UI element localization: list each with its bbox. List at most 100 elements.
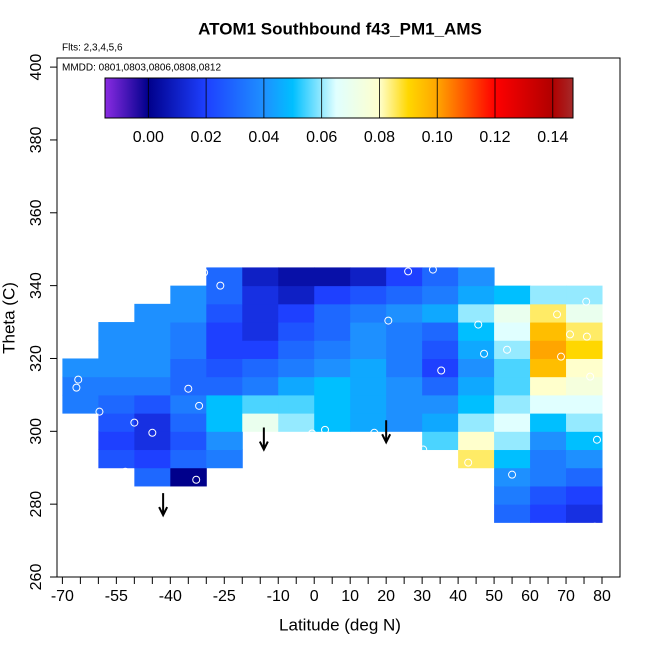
heat-cell	[530, 358, 567, 378]
heat-cell	[422, 358, 459, 378]
y-tick-label: 400	[28, 54, 45, 81]
sample-point	[195, 401, 204, 410]
heat-cell	[386, 322, 423, 341]
heat-cell	[350, 303, 387, 323]
sample-point	[370, 428, 379, 437]
heat-cell	[566, 285, 603, 305]
heat-cell	[566, 394, 603, 414]
heat-cell	[350, 322, 387, 341]
y-tick-label: 320	[28, 345, 45, 372]
heat-cell	[530, 485, 567, 505]
heat-cell	[134, 413, 171, 432]
sample-point	[200, 268, 209, 277]
x-tick-label: 60	[521, 588, 539, 605]
heat-cell	[494, 413, 531, 432]
heat-cell	[98, 358, 135, 378]
heat-cell	[206, 285, 243, 305]
heat-cell	[206, 340, 243, 359]
heat-cell	[314, 413, 351, 432]
heat-cell	[314, 358, 351, 378]
heat-cell	[170, 285, 207, 305]
sample-point	[592, 435, 601, 444]
y-tick-label: 280	[28, 491, 45, 518]
heat-cell	[458, 358, 495, 378]
x-tick-label: -25	[213, 588, 236, 605]
heat-cell	[242, 267, 279, 287]
heat-cell	[530, 413, 567, 432]
sample-point	[437, 366, 446, 375]
x-tick-label: 40	[449, 588, 467, 605]
colorbar-tick-label: 0.08	[364, 129, 395, 146]
heat-cell	[494, 303, 531, 323]
arrow	[381, 420, 392, 445]
heat-cell	[98, 431, 135, 451]
sample-point	[130, 418, 139, 427]
sample-point	[508, 470, 517, 479]
x-tick-label: -40	[159, 588, 182, 605]
heat-cell	[278, 340, 315, 359]
heat-cell	[494, 394, 531, 414]
heat-cell	[386, 394, 423, 414]
heat-cell	[62, 358, 99, 378]
heat-cell	[422, 394, 459, 414]
heat-cell	[350, 394, 387, 414]
sample-point	[308, 429, 317, 438]
annotation: MMDD: 0801,0803,0806,0808,0812	[62, 63, 221, 74]
heat-cell	[458, 322, 495, 341]
x-tick-label: 0	[310, 588, 319, 605]
heat-cell	[206, 394, 243, 414]
heat-cell	[170, 413, 207, 432]
heat-cell	[278, 376, 315, 396]
heat-cell	[242, 376, 279, 396]
heat-cell	[314, 376, 351, 396]
heat-cell	[386, 340, 423, 359]
sample-point	[428, 265, 437, 274]
heat-cell	[242, 285, 279, 305]
heat-cell	[350, 376, 387, 396]
heat-cell	[494, 322, 531, 341]
heat-cell	[494, 285, 531, 305]
sample-point	[557, 352, 566, 361]
colorbar-tick-label: 0.06	[306, 129, 337, 146]
heat-cell	[458, 431, 495, 451]
heat-cell	[242, 322, 279, 341]
x-tick-label: 80	[593, 588, 611, 605]
heat-cell	[278, 267, 315, 287]
heat-cell	[278, 358, 315, 378]
heat-cell	[530, 504, 567, 523]
heat-cell	[422, 413, 459, 432]
heat-cell	[386, 267, 423, 287]
x-axis-label: Latitude (deg N)	[279, 615, 401, 634]
y-tick-label: 340	[28, 272, 45, 299]
heat-cell	[350, 285, 387, 305]
x-tick-label: 10	[341, 588, 359, 605]
heat-cell	[494, 467, 531, 487]
heat-cell	[98, 322, 135, 341]
heat-cell	[386, 376, 423, 396]
heat-cell	[170, 376, 207, 396]
sample-point	[216, 281, 225, 290]
heat-cell	[494, 431, 531, 451]
colorbar-tick-label: 0.12	[479, 129, 510, 146]
sample-point	[464, 458, 473, 467]
heat-cell	[206, 413, 243, 432]
heat-cell	[422, 431, 459, 451]
heat-cell	[530, 449, 567, 469]
heat-cell	[422, 322, 459, 341]
heat-cell	[566, 340, 603, 359]
heat-cell	[206, 267, 243, 287]
heat-cell	[62, 394, 99, 414]
colorbar-tick-label: 0.00	[133, 129, 164, 146]
arrow	[158, 493, 169, 518]
heat-cell	[386, 285, 423, 305]
heat-cell	[494, 376, 531, 396]
y-tick-label: 260	[28, 564, 45, 591]
heat-cell	[566, 431, 603, 451]
heat-cell	[494, 340, 531, 359]
heat-cell	[170, 358, 207, 378]
heat-cell	[98, 413, 135, 432]
heat-cell	[566, 303, 603, 323]
heat-cell	[422, 285, 459, 305]
heat-cell	[386, 358, 423, 378]
heat-cell	[530, 394, 567, 414]
